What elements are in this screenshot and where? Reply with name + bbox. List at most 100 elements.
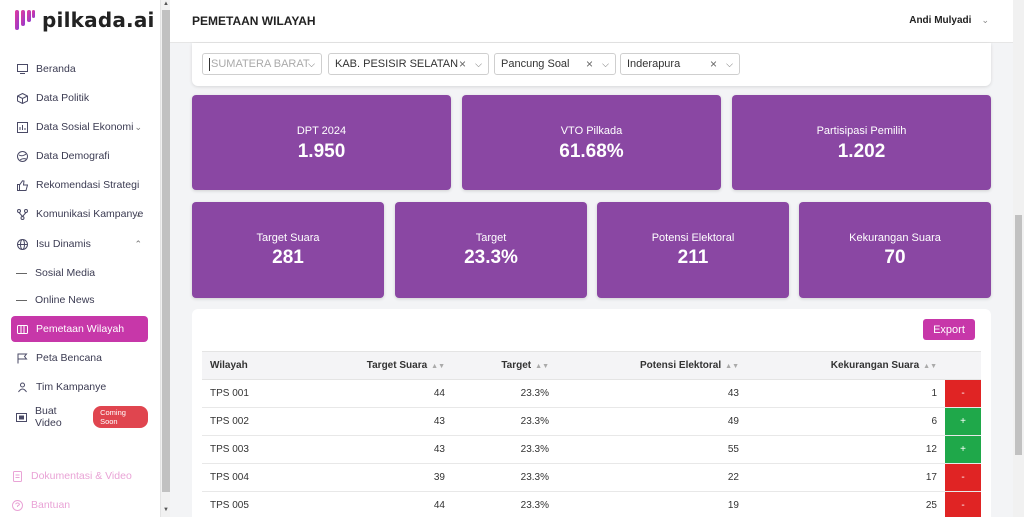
stat-value: 1.202 [837,141,886,162]
sidebar-subitem-online-news[interactable]: Online News [16,294,95,306]
column-header-label: Potensi Elektoral [640,360,722,371]
scroll-down-icon[interactable]: ▼ [163,507,169,513]
stat-card-target: Target 23.3% [395,202,587,298]
sidebar-item-data-sosial-ekonomi[interactable]: Data Sosial Ekonomi ⌄ [11,115,148,139]
table-row: TPS 001 44 23.3% 43 1 - [202,379,981,408]
cell-target: 23.3% [453,435,557,464]
district-select[interactable]: Pancung Soal × ⌵ [494,53,616,75]
sidebar-item-label: Pemetaan Wilayah [36,323,125,335]
stat-label: VTO Pilkada [560,125,623,137]
cell-target-suara: 43 [322,407,453,436]
main-scroll-thumb[interactable] [1015,215,1022,455]
stat-label: Kekurangan Suara [849,232,941,244]
stat-card-kekurangan: Kekurangan Suara 70 [799,202,991,298]
sidebar-item-label: Buat Video [35,405,62,429]
column-header-action [945,351,981,380]
sort-icon[interactable]: ▲▼ [923,363,937,370]
cell-target: 23.3% [453,491,557,517]
sidebar-item-label: Isu Dinamis [36,238,91,250]
globe-icon [16,150,28,162]
sidebar-item-beranda[interactable]: Beranda [11,57,148,81]
sidebar-footer-bantuan[interactable]: Bantuan [11,499,70,511]
logo[interactable]: pilkada.ai [14,8,155,32]
user-menu[interactable]: Andi Mulyadi ⌄ [909,15,989,26]
sort-icon[interactable]: ▲▼ [431,363,445,370]
column-header-target-suara[interactable]: Target Suara ▲▼ [322,351,453,380]
sidebar-item-buat-video[interactable]: Buat Video Coming Soon [11,405,148,429]
document-icon [11,470,23,482]
scroll-up-icon[interactable]: ▲ [163,1,169,7]
chevron-down-icon[interactable]: ⌵ [475,58,482,69]
sidebar-item-rekomendasi-strategi[interactable]: Rekomendasi Strategi [11,173,148,197]
main-scrollbar[interactable] [1013,0,1024,517]
row-action-button[interactable]: + [945,435,981,464]
sidebar-item-isu-dinamis[interactable]: Isu Dinamis ⌃ [11,232,148,256]
column-header-wilayah[interactable]: Wilayah [202,351,322,380]
chevron-down-icon[interactable]: ⌵ [726,58,733,69]
sidebar-item-komunikasi-kampanye[interactable]: Komunikasi Kampanye ⌄ [11,202,148,226]
cell-potensi: 43 [557,379,747,408]
table-row: TPS 003 43 23.3% 55 12 + [202,435,981,464]
stat-value: 211 [677,247,709,268]
sidebar-item-label: Komunikasi Kampanye [36,208,144,220]
chart-box-icon [16,121,28,133]
column-header-label: Target Suara [366,360,428,371]
filter-card: SUMATERA BARAT ⌵ KAB. PESISIR SELATAN × … [192,43,991,86]
sidebar-item-label: Data Demografi [36,150,110,162]
chevron-down-icon: ⌄ [134,208,142,219]
column-header-potensi[interactable]: Potensi Elektoral ▲▼ [557,351,747,380]
map-icon [16,323,28,335]
sidebar-subitem-sosial-media[interactable]: Sosial Media [16,267,95,279]
data-table: Wilayah Target Suara ▲▼ Target ▲▼ Potensi … [202,351,981,517]
chevron-down-icon: ⌄ [134,121,142,132]
sort-icon[interactable]: ▲▼ [725,363,739,370]
stat-value: 70 [884,247,906,268]
stat-label: Partisipasi Pemilih [816,125,907,137]
row-action-button[interactable]: - [945,491,981,517]
sort-icon[interactable]: ▲▼ [535,363,549,370]
row-action-button[interactable]: + [945,407,981,436]
cube-icon [16,92,28,104]
province-value: SUMATERA BARAT [211,58,310,70]
sidebar-item-data-politik[interactable]: Data Politik [11,86,148,110]
regency-select[interactable]: KAB. PESISIR SELATAN × ⌵ [328,53,489,75]
village-select[interactable]: Inderapura × ⌵ [620,53,740,75]
stat-value: 281 [272,247,304,268]
stat-label: Potensi Elektoral [651,232,735,244]
clear-icon[interactable]: × [585,57,593,71]
cell-wilayah: TPS 005 [202,491,322,517]
clear-icon[interactable]: × [458,57,466,71]
stat-label: Target [475,232,507,244]
province-select[interactable]: SUMATERA BARAT ⌵ [202,53,322,75]
sidebar-item-tim-kampanye[interactable]: Tim Kampanye [11,375,148,399]
sidebar-item-data-demografi[interactable]: Data Demografi [11,144,148,168]
export-button[interactable]: Export [923,319,975,340]
sidebar-footer-dokumentasi[interactable]: Dokumentasi & Video [11,470,132,482]
cell-target-suara: 39 [322,463,453,492]
dash-icon [16,299,27,301]
chevron-down-icon[interactable]: ⌵ [308,58,315,69]
table-row: TPS 005 44 23.3% 19 25 - [202,491,981,517]
sidebar-item-peta-bencana[interactable]: Peta Bencana [11,346,148,370]
chevron-down-icon[interactable]: ⌵ [602,58,609,69]
sidebar-scroll-thumb[interactable] [162,10,170,492]
stat-value: 61.68% [559,141,624,162]
cell-target: 23.3% [453,379,557,408]
cell-kekurangan: 6 [747,407,945,436]
clear-icon[interactable]: × [709,57,717,71]
sidebar-scrollbar[interactable]: ▲ ▼ [160,0,170,517]
sidebar-item-pemetaan-wilayah[interactable]: Pemetaan Wilayah [11,316,148,342]
column-header-target[interactable]: Target ▲▼ [453,351,557,380]
row-action-button[interactable]: - [945,379,981,408]
column-header-kekurangan[interactable]: Kekurangan Suara ▲▼ [747,351,945,380]
network-icon [16,208,28,220]
sidebar-item-label: Rekomendasi Strategi [36,179,140,191]
globe-icon [16,238,28,250]
cell-wilayah: TPS 004 [202,463,322,492]
row-action-button[interactable]: - [945,463,981,492]
stat-card-target-suara: Target Suara 281 [192,202,384,298]
stat-value: 23.3% [464,247,518,268]
sidebar-item-label: Data Sosial Ekonomi [36,121,134,133]
user-name: Andi Mulyadi [909,15,972,26]
sidebar-subitem-label: Online News [35,294,95,306]
